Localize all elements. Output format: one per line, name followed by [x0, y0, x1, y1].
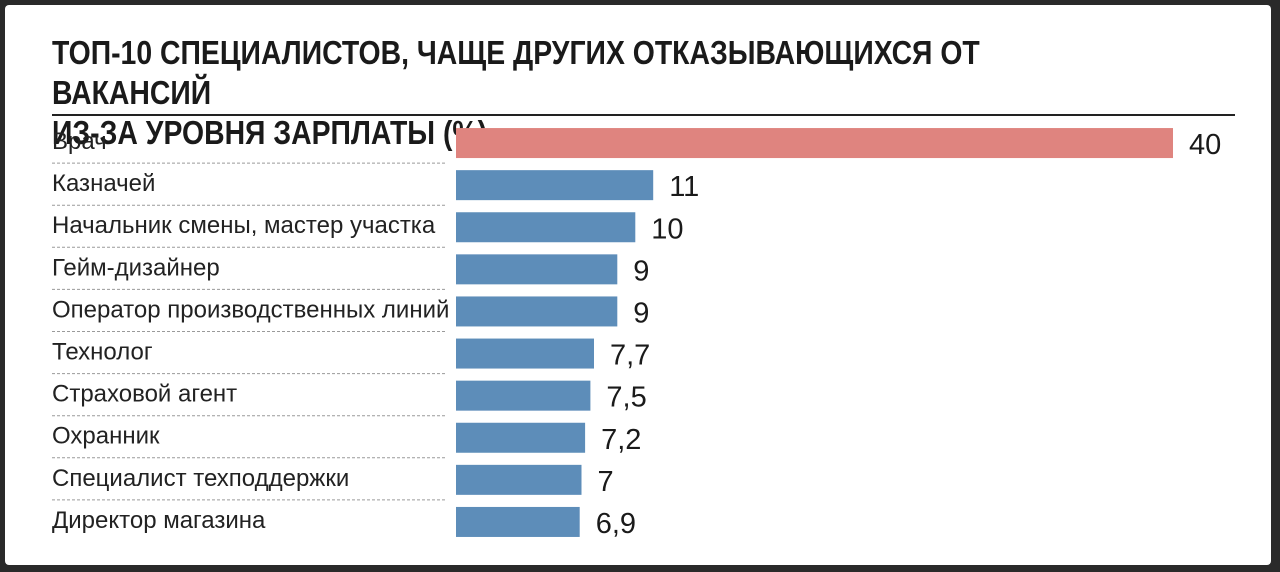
title-divider	[52, 114, 1235, 116]
value-label: 10	[651, 213, 683, 245]
value-label: 9	[633, 297, 649, 329]
value-label: 40	[1189, 129, 1221, 161]
category-label: Охранник	[52, 423, 160, 450]
bar-chart: Врач 40 Казначей 11 Начальник смены, мастер …	[52, 128, 1221, 540]
value-label: 7	[598, 466, 614, 498]
bar-highlight	[456, 128, 1173, 159]
chart-frame: ТОП-10 СПЕЦИАЛИСТОВ, ЧАЩЕ ДРУГИХ ОТКАЗЫВ…	[5, 5, 1271, 565]
category-label: Страховой агент	[52, 381, 237, 408]
category-label: Директор магазина	[52, 507, 266, 534]
category-label: Казначей	[52, 170, 155, 197]
category-label: Начальник смены, мастер участка	[52, 212, 436, 239]
category-label: Гейм-дизайнер	[52, 254, 220, 281]
value-label: 7,7	[610, 340, 650, 372]
category-label: Специалист техподдержки	[52, 465, 349, 492]
bar	[456, 380, 591, 411]
value-label: 7,5	[606, 382, 646, 414]
category-label: Оператор производственных линий	[52, 296, 449, 323]
value-label: 9	[633, 255, 649, 287]
bar	[456, 212, 636, 243]
bar	[456, 338, 594, 369]
bar	[456, 170, 654, 201]
category-label: Технолог	[52, 339, 153, 366]
chart-title: ТОП-10 СПЕЦИАЛИСТОВ, ЧАЩЕ ДРУГИХ ОТКАЗЫВ…	[52, 34, 980, 151]
value-label: 11	[669, 171, 699, 203]
bar	[456, 254, 618, 285]
value-label: 6,9	[596, 508, 636, 540]
bar	[456, 464, 582, 495]
value-label: 7,2	[601, 424, 641, 456]
bar	[456, 296, 618, 327]
bar	[456, 506, 580, 537]
bar	[456, 422, 586, 453]
category-label: Врач	[52, 128, 107, 155]
